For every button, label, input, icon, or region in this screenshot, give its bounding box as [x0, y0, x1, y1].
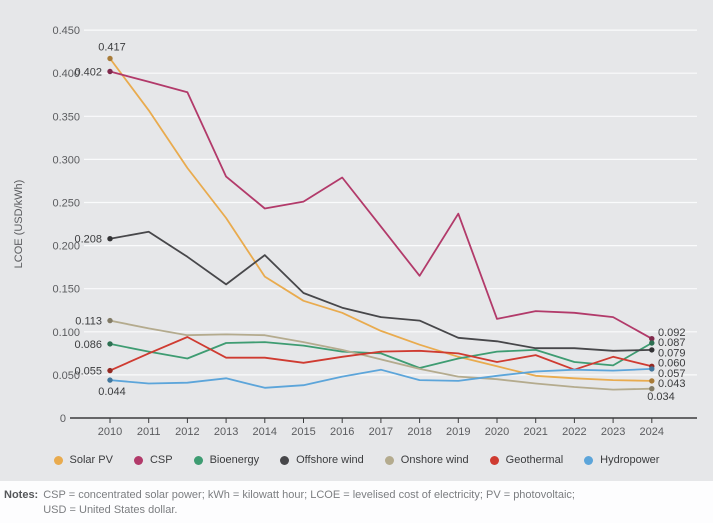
notes: Notes: CSP = concentrated solar power; k…: [0, 481, 713, 523]
series-line-csp: [109, 70, 653, 340]
x-tick-label: 2014: [253, 426, 277, 438]
x-tick-label: 2011: [137, 426, 161, 438]
legend-label-hydropower: Hydropower: [600, 454, 660, 466]
y-tick-label: 0.350: [52, 111, 80, 123]
x-tick-label: 2010: [98, 426, 122, 438]
start-value-label-bioenergy: 0.086: [74, 339, 102, 351]
end-value-label-geothermal: 0.060: [658, 358, 686, 370]
y-tick-label: 0.450: [52, 25, 80, 37]
series-line-geothermal: [109, 336, 653, 372]
legend-label-offshore-wind: Offshore wind: [296, 454, 364, 466]
x-tick-label: 2024: [640, 426, 664, 438]
legend-label-csp: CSP: [149, 454, 173, 466]
start-value-label-onshore-wind: 0.113: [75, 316, 102, 328]
series-line-solar-pv: [109, 57, 653, 382]
lcoe-line-chart: 0.450 0.400 0.350 0.300 0.250 0.200 0.150 0.100…: [13, 25, 697, 438]
y-axis-title: LCOE (USD/kWh): [13, 180, 25, 269]
x-tick-label: 2019: [446, 426, 470, 438]
chart-legend: Solar PV CSP Bioenergy Offshore wind Onshore…: [0, 447, 713, 473]
legend-dot-bioenergy: [193, 455, 203, 465]
y-tick-label: 0.050: [52, 370, 80, 382]
end-value-label-bioenergy: 0.087: [658, 337, 686, 349]
end-value-label-hydropower: 0.057: [658, 368, 686, 380]
legend-dot-geothermal: [489, 455, 499, 465]
end-value-label-solar-pv: 0.043: [658, 378, 686, 390]
x-tick-label: 2023: [601, 426, 625, 438]
legend-label-solar-pv: Solar PV: [69, 454, 113, 466]
data-point-bioenergy: [649, 340, 655, 346]
data-point-offshore-wind: [649, 347, 655, 353]
data-point-geothermal: [107, 367, 113, 374]
y-tick-label: 0.100: [52, 327, 80, 339]
x-tick-label: 2013: [214, 426, 238, 438]
series-line-onshore-wind: [109, 319, 653, 391]
legend-label-onshore-wind: Onshore wind: [400, 454, 469, 466]
legend-item-bioenergy: Bioenergy: [193, 454, 260, 466]
x-tick-label: 2021: [523, 426, 547, 438]
notes-line-1: CSP = concentrated solar power; kWh = ki…: [43, 489, 575, 501]
start-value-label-offshore-wind: 0.208: [74, 234, 102, 246]
notes-line-2: USD = United States dollar.: [43, 504, 178, 517]
legend-item-geothermal: Geothermal: [489, 454, 564, 466]
legend-dot-csp: [133, 455, 143, 465]
x-tick-label: 2016: [330, 426, 354, 438]
legend-item-csp: CSP: [133, 454, 173, 466]
data-point-offshore-wind: [107, 236, 113, 242]
legend-label-bioenergy: Bioenergy: [209, 454, 260, 466]
legend-label-geothermal: Geothermal: [505, 454, 564, 466]
data-point-hydropower: [107, 377, 113, 383]
data-point-solar-pv: [107, 55, 113, 62]
data-point-solar-pv: [649, 378, 655, 384]
x-tick-label: 2015: [291, 426, 315, 438]
end-value-label-offshore-wind: 0.079: [658, 347, 686, 359]
data-point-csp: [107, 68, 113, 75]
end-value-label-onshore-wind: 0.034: [647, 391, 675, 403]
y-tick-label: 0.150: [52, 284, 80, 296]
series-line-hydropower: [109, 367, 653, 389]
legend-item-onshore-wind: Onshore wind: [384, 454, 469, 466]
x-tick-label: 2022: [562, 426, 586, 438]
data-point-csp: [649, 336, 655, 342]
start-value-label-csp: 0.402: [74, 66, 102, 78]
x-tick-label: 2020: [485, 426, 509, 438]
y-tick-label: 0.200: [52, 241, 80, 253]
y-tick-label: 0.300: [52, 154, 80, 166]
data-point-hydropower: [649, 366, 655, 372]
legend-item-hydropower: Hydropower: [584, 454, 659, 466]
legend-dot-solar-pv: [53, 455, 63, 465]
start-value-label-solar-pv: 0.417: [98, 42, 126, 54]
start-value-label-hydropower: 0.044: [98, 386, 126, 398]
legend-item-solar-pv: Solar PV: [53, 454, 113, 466]
data-point-onshore-wind: [107, 317, 113, 324]
legend-dot-hydropower: [584, 455, 594, 465]
start-value-label-geothermal: 0.055: [74, 366, 102, 378]
legend-dot-onshore-wind: [384, 455, 394, 465]
x-tick-label: 2012: [175, 426, 199, 438]
data-point-onshore-wind: [649, 386, 655, 392]
series-line-offshore-wind: [109, 230, 653, 352]
y-tick-label: 0: [60, 413, 66, 425]
chart-area: 0.450 0.400 0.350 0.300 0.250 0.200 0.150 0.100…: [0, 0, 713, 481]
end-value-label-csp: 0.092: [658, 327, 686, 339]
notes-text: CSP = concentrated solar power; kWh = ki…: [43, 488, 575, 523]
legend-dot-offshore-wind: [280, 455, 290, 465]
notes-label: Notes:: [4, 489, 39, 501]
legend-item-offshore-wind: Offshore wind: [280, 454, 364, 466]
x-tick-label: 2017: [369, 426, 393, 438]
y-tick-label: 0.400: [52, 68, 80, 80]
y-tick-label: 0.250: [52, 198, 80, 210]
x-tick-label: 2018: [407, 426, 431, 438]
series-line-bioenergy: [109, 341, 653, 369]
data-point-bioenergy: [107, 341, 113, 347]
